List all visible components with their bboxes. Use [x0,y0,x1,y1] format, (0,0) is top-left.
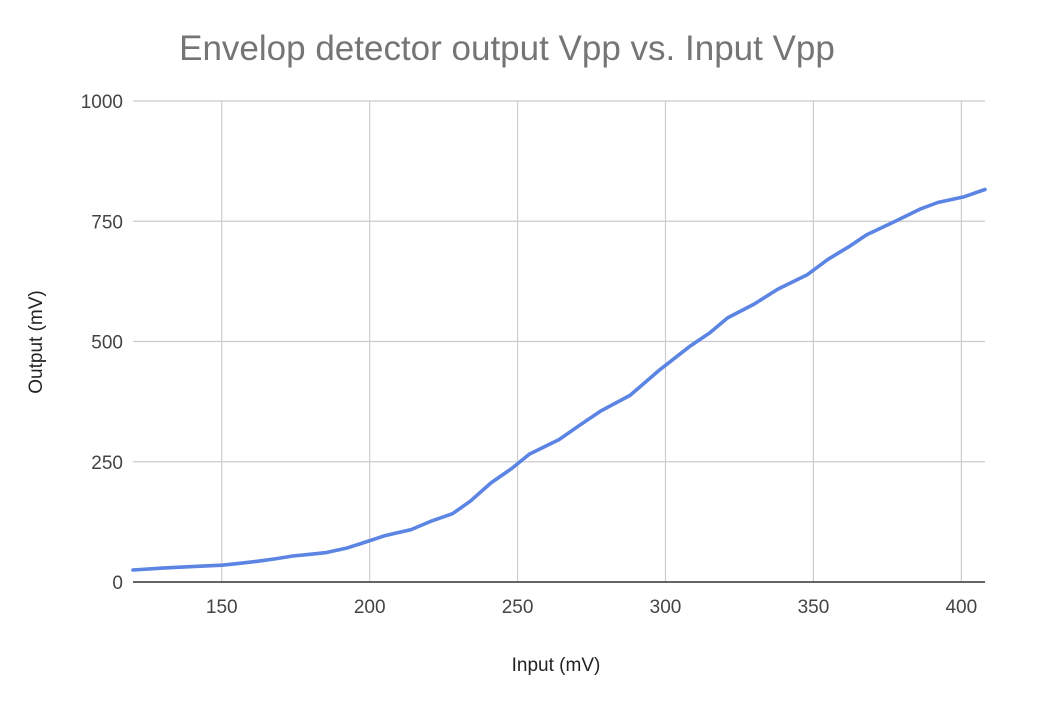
x-tick-label: 200 [354,597,386,618]
y-tick-label: 500 [91,333,123,354]
y-tick-label: 0 [112,573,123,594]
x-axis-label: Input (mV) [512,655,601,676]
chart-title: Envelop detector output Vpp vs. Input Vp… [179,29,835,68]
series-layer [131,187,987,572]
x-tick-label: 400 [945,597,977,618]
gridlines [133,100,985,582]
y-tick-label: 750 [91,212,123,233]
y-tick-label: 250 [91,453,123,474]
series-line [131,187,987,572]
y-axis-label: Output (mV) [26,290,47,393]
x-tick-label: 350 [798,597,830,618]
x-axis-ticks: 150 200 250 300 350 400 [206,597,977,618]
y-tick-label: 1000 [81,92,123,113]
y-axis-ticks: 0 250 500 750 1000 [81,92,123,594]
x-tick-label: 250 [502,597,534,618]
x-tick-label: 300 [650,597,682,618]
x-tick-label: 150 [206,597,238,618]
